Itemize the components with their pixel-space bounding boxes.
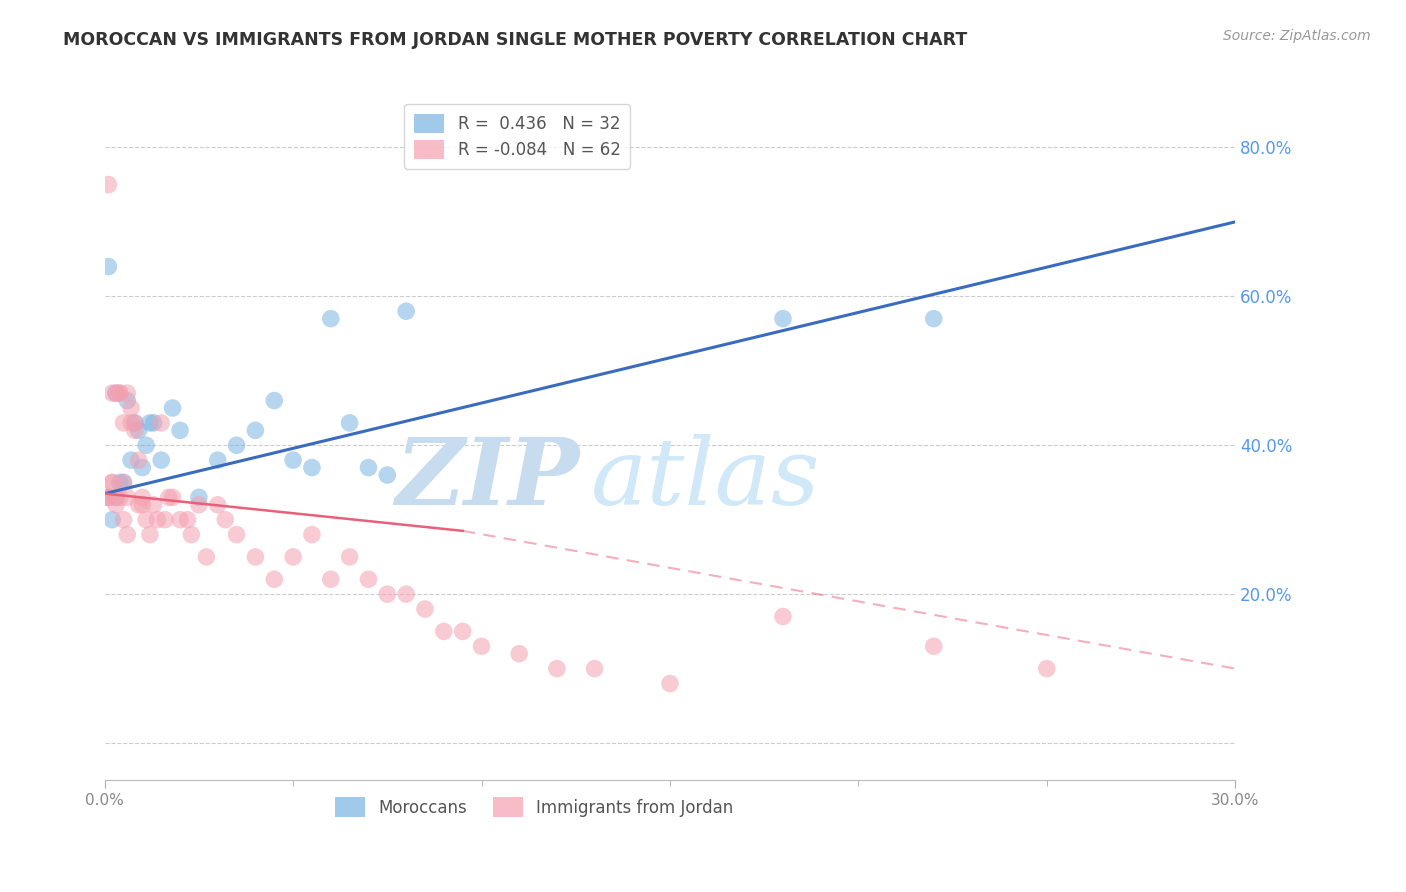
Point <box>546 662 568 676</box>
Point <box>108 475 131 490</box>
Point <box>658 676 681 690</box>
Point <box>131 498 153 512</box>
Point <box>339 549 361 564</box>
Point <box>187 491 209 505</box>
Point <box>117 491 139 505</box>
Point <box>169 513 191 527</box>
Point <box>263 572 285 586</box>
Text: ZIP: ZIP <box>395 434 579 524</box>
Point <box>146 513 169 527</box>
Point <box>470 640 492 654</box>
Point <box>112 475 135 490</box>
Point <box>139 416 162 430</box>
Point <box>225 438 247 452</box>
Point <box>120 416 142 430</box>
Point <box>508 647 530 661</box>
Point <box>108 386 131 401</box>
Point <box>150 416 173 430</box>
Point <box>169 423 191 437</box>
Point <box>104 491 127 505</box>
Point <box>357 572 380 586</box>
Point <box>101 475 124 490</box>
Point <box>225 527 247 541</box>
Point <box>97 491 120 505</box>
Point <box>112 416 135 430</box>
Text: atlas: atlas <box>591 434 820 524</box>
Point <box>128 498 150 512</box>
Point <box>195 549 218 564</box>
Point <box>128 453 150 467</box>
Point <box>451 624 474 639</box>
Point <box>97 491 120 505</box>
Point <box>101 386 124 401</box>
Point <box>395 587 418 601</box>
Point <box>413 602 436 616</box>
Point <box>112 475 135 490</box>
Point <box>135 438 157 452</box>
Point <box>207 498 229 512</box>
Point <box>101 475 124 490</box>
Point <box>375 468 398 483</box>
Point <box>162 401 184 415</box>
Point <box>772 609 794 624</box>
Point <box>1036 662 1059 676</box>
Point <box>214 513 236 527</box>
Point <box>135 513 157 527</box>
Text: MOROCCAN VS IMMIGRANTS FROM JORDAN SINGLE MOTHER POVERTY CORRELATION CHART: MOROCCAN VS IMMIGRANTS FROM JORDAN SINGL… <box>63 31 967 49</box>
Point <box>263 393 285 408</box>
Point <box>772 311 794 326</box>
Point <box>97 260 120 274</box>
Point <box>319 572 342 586</box>
Point <box>207 453 229 467</box>
Point <box>131 460 153 475</box>
Point <box>104 386 127 401</box>
Point <box>120 453 142 467</box>
Point <box>142 416 165 430</box>
Point <box>104 498 127 512</box>
Point <box>583 662 606 676</box>
Point <box>120 401 142 415</box>
Point <box>131 491 153 505</box>
Point <box>187 498 209 512</box>
Point <box>108 491 131 505</box>
Point <box>117 393 139 408</box>
Point <box>375 587 398 601</box>
Point <box>108 386 131 401</box>
Point <box>281 549 304 564</box>
Point <box>281 453 304 467</box>
Legend: Moroccans, Immigrants from Jordan: Moroccans, Immigrants from Jordan <box>329 791 740 823</box>
Point <box>150 453 173 467</box>
Point <box>245 423 267 437</box>
Point <box>176 513 198 527</box>
Point <box>139 527 162 541</box>
Point <box>153 513 176 527</box>
Text: Source: ZipAtlas.com: Source: ZipAtlas.com <box>1223 29 1371 43</box>
Point <box>142 498 165 512</box>
Point <box>124 416 146 430</box>
Point <box>319 311 342 326</box>
Point <box>162 491 184 505</box>
Point <box>104 386 127 401</box>
Point <box>117 386 139 401</box>
Point <box>117 527 139 541</box>
Point <box>245 549 267 564</box>
Point <box>922 640 945 654</box>
Point <box>157 491 180 505</box>
Point <box>112 513 135 527</box>
Point <box>357 460 380 475</box>
Point <box>922 311 945 326</box>
Point <box>97 491 120 505</box>
Point <box>339 416 361 430</box>
Point <box>395 304 418 318</box>
Point <box>101 513 124 527</box>
Point <box>128 423 150 437</box>
Point <box>124 423 146 437</box>
Point <box>301 527 323 541</box>
Point <box>104 491 127 505</box>
Point <box>433 624 456 639</box>
Point <box>97 178 120 192</box>
Point <box>301 460 323 475</box>
Point <box>180 527 202 541</box>
Point <box>124 416 146 430</box>
